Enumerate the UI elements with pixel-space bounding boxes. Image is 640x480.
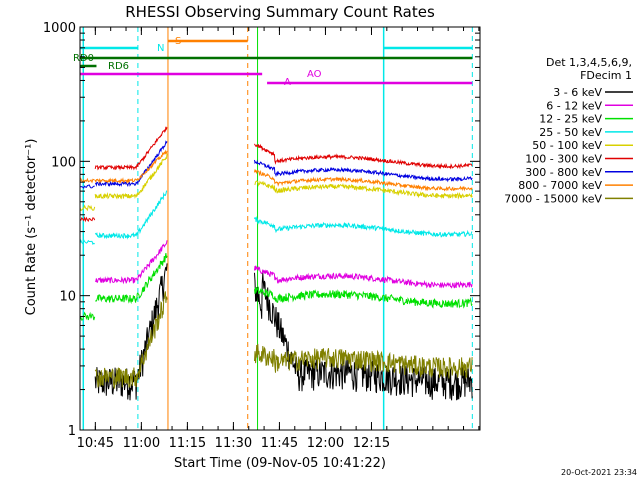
x-tick-label: 12:00: [307, 436, 344, 451]
series-line-5-seg-0: [80, 216, 96, 223]
x-tick-label: 11:45: [261, 436, 298, 451]
series-line-8-seg-0: [94, 291, 168, 390]
series-line-3-seg-0: [79, 238, 96, 245]
series-line-4-seg-2: [254, 180, 473, 200]
x-tick-label: 10:45: [77, 436, 114, 451]
legend-label: 6 - 12 keV: [546, 99, 602, 112]
series-line-8-seg-1: [254, 343, 473, 379]
series-line-6-seg-1: [95, 140, 168, 188]
y-tick-label: 10: [59, 290, 76, 305]
x-tick-label: 11:15: [169, 436, 206, 451]
series-line-3-seg-2: [254, 215, 473, 238]
legend-header-line: FDecim 1: [580, 69, 632, 82]
legend-label: 100 - 300 keV: [525, 153, 602, 166]
legend-label: 3 - 6 keV: [553, 86, 602, 99]
flag-label-ao: AO: [307, 69, 322, 80]
flag-label-n: N: [157, 43, 164, 54]
flag-label-s: S: [175, 36, 181, 47]
series-line-6-seg-2: [254, 159, 473, 183]
series-line-2-seg-1: [95, 253, 168, 305]
flag-label-rd6: RD6: [108, 61, 129, 72]
y-tick-label: 1: [68, 424, 76, 439]
flag-label-rd0: RD0: [73, 53, 94, 64]
x-tick-label: 11:30: [215, 436, 252, 451]
y-tick-label: 100: [51, 155, 76, 170]
series-line-2-seg-0: [79, 311, 96, 321]
x-axis-label: Start Time (09-Nov-05 10:41:22): [174, 456, 386, 471]
series-line-4-seg-0: [79, 204, 96, 212]
series-line-2-seg-2: [254, 286, 473, 309]
legend-label: 12 - 25 keV: [539, 113, 602, 126]
flag-label-a: A: [284, 77, 291, 88]
legend-label: 7000 - 15000 keV: [504, 192, 602, 205]
chart-title: RHESSI Observing Summary Count Rates: [125, 3, 435, 21]
series-line-1-seg-1: [254, 265, 473, 289]
series-line-7-seg-1: [94, 149, 168, 184]
x-tick-label: 11:00: [123, 436, 160, 451]
y-tick-label: 1000: [43, 21, 76, 36]
series-line-4-seg-1: [94, 153, 168, 200]
series-line-7-seg-2: [254, 169, 473, 192]
plot-frame: [79, 26, 481, 431]
series-line-6-seg-0: [79, 184, 95, 189]
legend-header-line: Det 1,3,4,5,6,9,: [546, 56, 632, 69]
series-line-1-seg-0: [95, 240, 168, 285]
legend-label: 50 - 100 keV: [532, 139, 602, 152]
legend-label: 300 - 800 keV: [525, 166, 602, 179]
y-axis-label: Count Rate (s⁻¹ detector⁻¹): [24, 139, 39, 316]
footer-date: 20-Oct-2021 23:34: [561, 468, 637, 477]
legend-label: 25 - 50 keV: [539, 126, 602, 139]
legend-label: 800 - 7000 keV: [518, 179, 602, 192]
series-line-3-seg-1: [94, 190, 168, 240]
series-line-5-seg-2: [254, 143, 473, 170]
x-tick-label: 12:15: [353, 436, 390, 451]
series-line-5-seg-1: [94, 126, 168, 171]
